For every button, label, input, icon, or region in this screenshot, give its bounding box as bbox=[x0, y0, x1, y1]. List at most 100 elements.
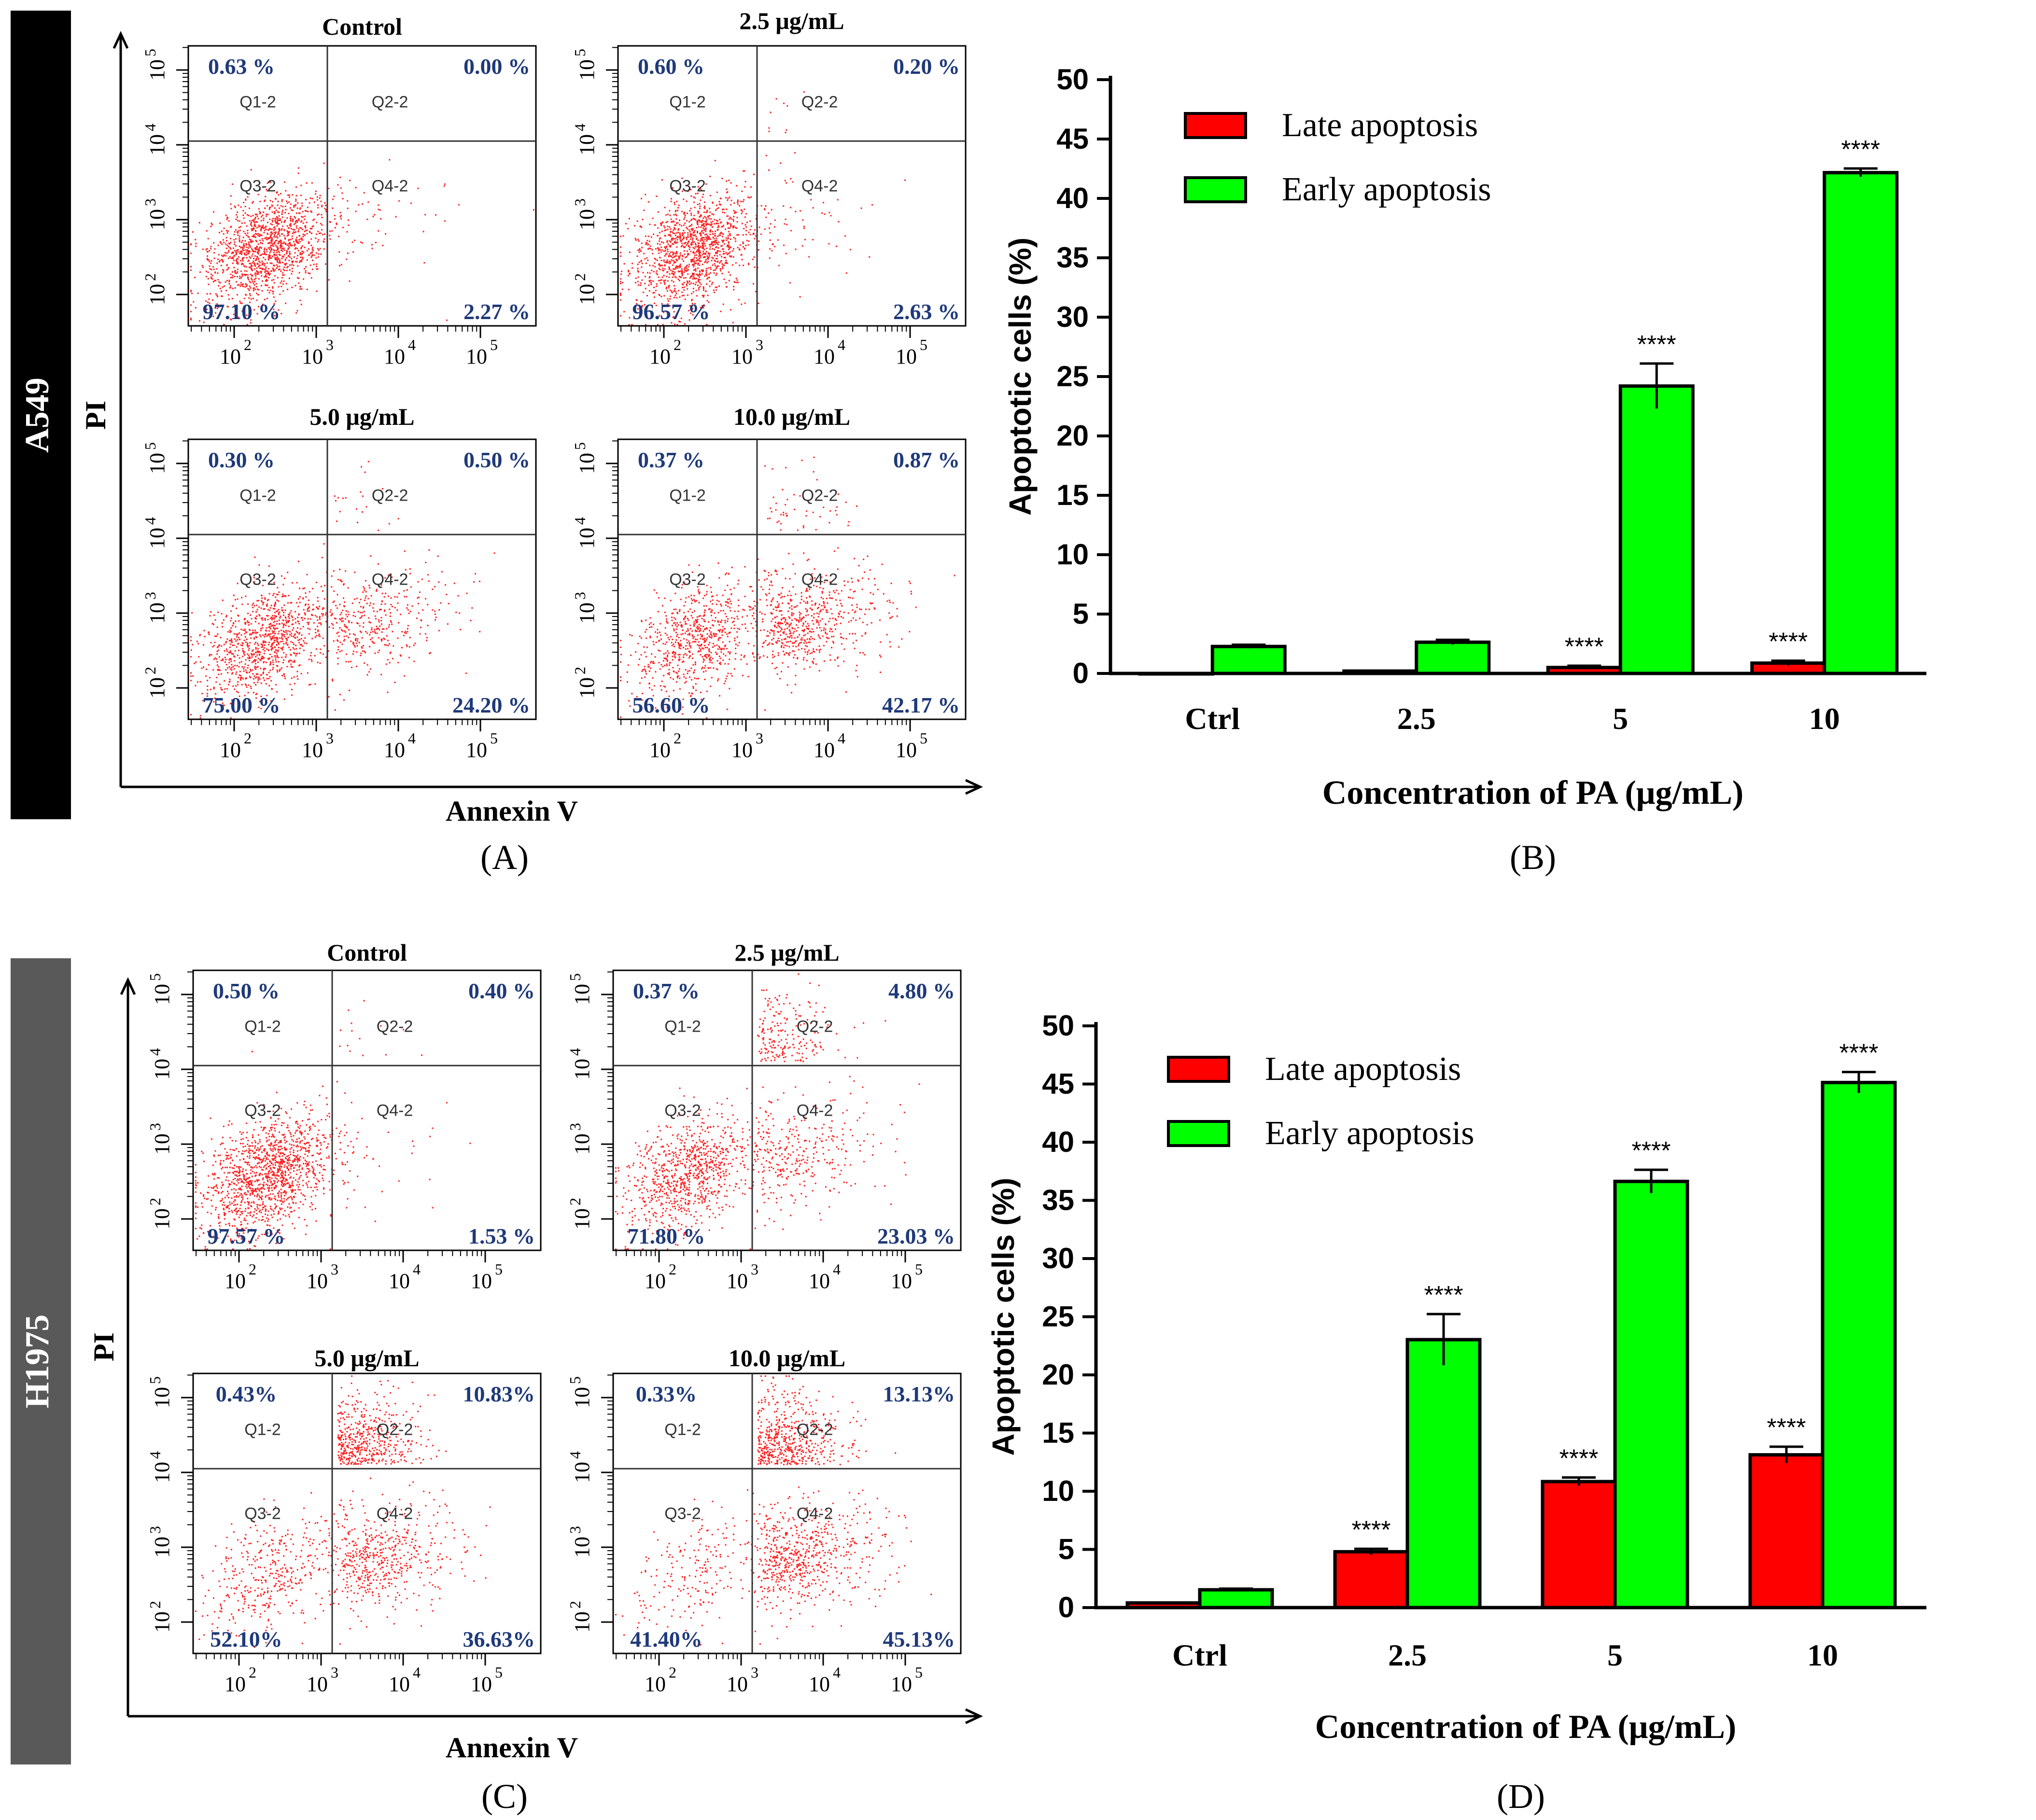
legend-label: Late apoptosis bbox=[1265, 1050, 1461, 1088]
x-tick-label: 2.5 bbox=[1397, 701, 1436, 736]
gate-label: Q4-2 bbox=[377, 1505, 413, 1523]
x-tick-exponent: 3 bbox=[331, 1664, 338, 1681]
flow-y-arrow bbox=[120, 977, 136, 995]
early-apoptosis-bar bbox=[1210, 644, 1287, 675]
quadrant-pct: 2.63 % bbox=[893, 299, 960, 324]
y-tick-label: 10 bbox=[145, 209, 169, 230]
flow-plot: 5.0 μg/mL Q1-2 Q2-2 Q3-2 Q4-2 0.43% 10.83% 52.1… bbox=[146, 1344, 542, 1696]
x-tick-exponent: 5 bbox=[920, 336, 927, 353]
x-tick-exponent: 2 bbox=[674, 729, 681, 747]
y-tick-label: 10 bbox=[150, 1059, 174, 1080]
y-tick-label: 10 bbox=[145, 528, 169, 549]
x-tick-exponent: 3 bbox=[751, 1260, 758, 1278]
late-apoptosis-bar bbox=[1125, 1601, 1202, 1610]
x-tick-label: 10 bbox=[302, 345, 323, 368]
gate-label: Q3-2 bbox=[244, 1505, 281, 1523]
quadrant-pct: 0.43% bbox=[216, 1382, 277, 1406]
quadrant-pct: 2.27 % bbox=[463, 299, 530, 324]
gate-label: Q2-2 bbox=[801, 487, 838, 505]
flow-x-arrow bbox=[965, 779, 983, 795]
x-tick-label: 10 bbox=[307, 1269, 328, 1293]
x-tick-label: 10 bbox=[220, 345, 241, 368]
early-apoptosis-bar bbox=[1821, 1080, 1897, 1610]
flow-y-arrow bbox=[112, 31, 129, 49]
flow-dot-cloud bbox=[190, 461, 495, 719]
x-tick-label: 10 bbox=[225, 1269, 246, 1293]
y-tick-exponent: 3 bbox=[566, 1526, 584, 1534]
flow-dots bbox=[620, 456, 955, 719]
y-tick-label: 45 bbox=[1056, 123, 1089, 155]
flow-dot-cloud bbox=[620, 91, 906, 325]
quadrant-pct: 41.40% bbox=[630, 1627, 702, 1652]
flow-plot-frame bbox=[612, 969, 962, 1251]
y-tick-label: 10 bbox=[570, 1387, 594, 1408]
flow-plot: 10.0 μg/mL Q1-2 Q2-2 Q3-2 Q4-2 0.37 % 0.87 % 56… bbox=[571, 403, 967, 762]
x-tick-exponent: 3 bbox=[756, 729, 763, 747]
late-apoptosis-bar bbox=[1748, 1453, 1825, 1610]
y-tick-exponent: 5 bbox=[571, 49, 589, 56]
x-tick-label: 10 bbox=[809, 1672, 830, 1696]
y-tick-label: 10 bbox=[570, 984, 594, 1005]
quadrant-pct: 0.50 % bbox=[463, 448, 530, 472]
late-apoptosis-bar bbox=[1333, 1550, 1409, 1610]
flow-y-label: PI bbox=[88, 1332, 120, 1361]
y-tick-exponent: 4 bbox=[146, 1451, 164, 1459]
x-tick-exponent: 3 bbox=[326, 336, 334, 353]
early-apoptosis-bar bbox=[1405, 1338, 1482, 1610]
x-tick-label: 10 bbox=[727, 1269, 748, 1293]
y-tick-label: 10 bbox=[150, 984, 174, 1005]
flow-dots bbox=[195, 1000, 471, 1250]
y-tick-exponent: 3 bbox=[146, 1526, 164, 1534]
quadrant-pct: 0.00 % bbox=[463, 54, 530, 79]
x-tick-exponent: 3 bbox=[751, 1664, 758, 1681]
y-tick-label: 10 bbox=[150, 1611, 174, 1633]
x-tick-exponent: 5 bbox=[495, 1664, 503, 1681]
x-tick-label: 10 bbox=[307, 1672, 328, 1696]
gate-label: Q2-2 bbox=[801, 93, 838, 112]
flow-dots bbox=[615, 1375, 932, 1646]
x-tick-label: 10 bbox=[466, 345, 487, 368]
flow-plot-frame bbox=[612, 1372, 962, 1654]
quadrant-pct: 0.37 % bbox=[638, 448, 704, 472]
gate-label: Q3-2 bbox=[669, 571, 706, 589]
flow-x-label: Annexin V bbox=[446, 1732, 578, 1764]
y-tick-exponent: 2 bbox=[566, 1198, 584, 1205]
flow-plot-title: 10.0 μg/mL bbox=[733, 403, 850, 430]
x-tick-exponent: 2 bbox=[244, 336, 252, 353]
gate-label: Q2-2 bbox=[797, 1018, 833, 1036]
x-tick-exponent: 4 bbox=[408, 336, 416, 353]
gate-label: Q3-2 bbox=[669, 177, 706, 196]
x-tick-exponent: 4 bbox=[838, 729, 845, 747]
x-tick-label: 5 bbox=[1613, 701, 1628, 736]
y-tick-label: 20 bbox=[1056, 420, 1089, 452]
x-tick-exponent: 5 bbox=[490, 336, 498, 353]
flow-dots bbox=[615, 973, 920, 1250]
x-tick-exponent: 5 bbox=[915, 1664, 923, 1681]
flow-plot-title: 5.0 μg/mL bbox=[309, 403, 414, 430]
flow-dots bbox=[190, 461, 495, 719]
y-tick-label: 10 bbox=[570, 1134, 594, 1155]
y-tick-label: 10 bbox=[150, 1387, 174, 1408]
legend-label: Late apoptosis bbox=[1282, 107, 1478, 144]
y-tick-exponent: 3 bbox=[566, 1123, 584, 1131]
y-tick-exponent: 5 bbox=[146, 1376, 164, 1384]
flow-plot: 2.5 μg/mL Q1-2 Q2-2 Q3-2 Q4-2 0.60 % 0.20 % 96.… bbox=[571, 7, 967, 368]
x-tick-label: 10 bbox=[384, 345, 405, 368]
x-tick-exponent: 4 bbox=[413, 1664, 421, 1681]
flow-plot-frame bbox=[192, 1372, 542, 1654]
flow-x-arrow bbox=[965, 1708, 983, 1724]
flow-dots bbox=[620, 91, 906, 325]
x-tick-label: 10 bbox=[384, 738, 405, 762]
quadrant-pct: 10.83% bbox=[463, 1382, 535, 1406]
significance-mark: **** bbox=[1769, 628, 1808, 656]
x-tick-label: 10 bbox=[649, 738, 671, 762]
panel-label-c: (C) bbox=[481, 1777, 528, 1816]
bar-chart-b: 0 5 10 15 20 25 30 35 40 45 50 Apoptotic cells (%) C… bbox=[1003, 63, 1926, 812]
flow-dot-cloud bbox=[190, 159, 534, 325]
quadrant-pct: 0.37 % bbox=[633, 979, 700, 1003]
late-apoptosis-bar bbox=[1342, 669, 1418, 675]
flow-plot-frame bbox=[187, 438, 537, 720]
quadrant-pct: 42.17 % bbox=[882, 693, 960, 717]
significance-mark: **** bbox=[1637, 331, 1676, 359]
x-tick-label: 10 bbox=[896, 345, 917, 368]
